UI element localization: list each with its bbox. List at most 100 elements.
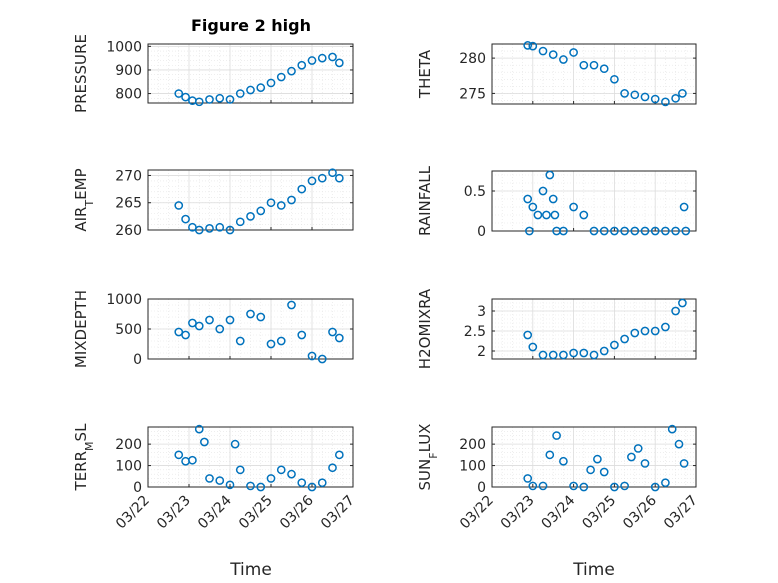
data-point xyxy=(225,225,235,235)
data-point xyxy=(538,481,548,491)
data-point xyxy=(633,444,643,453)
x-tick-label: 03/26 xyxy=(277,492,317,532)
data-point xyxy=(559,55,568,64)
data-point xyxy=(569,481,578,491)
data-point xyxy=(246,309,255,319)
x-tick-label: 03/25 xyxy=(236,493,276,533)
data-point xyxy=(630,226,640,236)
data-point xyxy=(559,226,568,236)
x-tick-label: 03/25 xyxy=(579,493,619,533)
subplot-6: 2 2.5 3 H2OMIXRA xyxy=(416,288,697,369)
data-point xyxy=(528,481,538,491)
data-point xyxy=(569,348,578,358)
data-point xyxy=(523,474,533,483)
data-point xyxy=(579,210,589,220)
data-point xyxy=(174,327,184,337)
y-axis-label: TERRMSL xyxy=(72,423,96,492)
data-point xyxy=(205,95,214,104)
data-point xyxy=(661,478,670,488)
data-point xyxy=(246,481,255,491)
data-point xyxy=(235,89,245,98)
y-tick-label: 500 xyxy=(115,322,142,338)
data-point xyxy=(599,64,609,74)
x-tick-label: 03/23 xyxy=(498,493,538,533)
data-point xyxy=(523,194,533,204)
x-tick-label: 03/23 xyxy=(154,493,194,533)
x-tick-label: 03/22 xyxy=(457,493,497,533)
data-point xyxy=(246,212,255,221)
data-point xyxy=(589,60,599,70)
data-point xyxy=(297,184,307,194)
y-tick-label: 1000 xyxy=(106,39,142,55)
data-point xyxy=(681,226,691,236)
data-point xyxy=(181,92,190,102)
data-point xyxy=(215,222,225,232)
data-point xyxy=(538,186,548,196)
data-point xyxy=(640,92,650,102)
data-point xyxy=(317,173,327,183)
data-point xyxy=(599,346,609,356)
data-point xyxy=(287,66,296,76)
data-point xyxy=(533,210,543,220)
data-point xyxy=(215,93,225,103)
y-tick-label: 100 xyxy=(115,459,142,475)
data-point xyxy=(640,459,650,468)
data-point xyxy=(620,334,629,344)
y-tick-label: 2 xyxy=(477,344,486,360)
data-point xyxy=(307,351,317,361)
data-point xyxy=(593,454,602,464)
y-tick-label: 265 xyxy=(115,196,142,212)
data-point xyxy=(328,327,337,337)
y-axis-label: PRESSURE xyxy=(72,34,90,113)
data-point xyxy=(225,315,235,325)
data-point xyxy=(523,330,533,340)
data-point xyxy=(276,465,286,475)
data-point xyxy=(266,339,276,349)
data-point xyxy=(297,478,307,488)
data-point xyxy=(523,41,533,50)
data-point xyxy=(235,336,245,346)
y-tick-label: 800 xyxy=(115,87,142,103)
data-point xyxy=(181,456,190,466)
y-tick-label: 200 xyxy=(459,437,486,453)
data-point xyxy=(640,226,650,236)
data-point xyxy=(266,198,276,208)
y-axis-label: RAINFALL xyxy=(416,165,434,236)
y-axis-label: H2OMIXRA xyxy=(416,288,434,369)
data-point xyxy=(181,330,190,340)
axes-box xyxy=(491,426,697,488)
data-point xyxy=(552,431,561,440)
x-tick-label: 03/22 xyxy=(113,493,153,533)
data-point xyxy=(579,60,589,70)
data-point xyxy=(678,298,687,308)
data-point xyxy=(589,226,599,236)
data-point xyxy=(334,333,344,343)
data-point xyxy=(671,226,680,236)
x-tick-label: 03/27 xyxy=(318,493,358,533)
data-point xyxy=(225,95,235,104)
data-point xyxy=(235,465,245,475)
data-point xyxy=(542,210,551,220)
data-point xyxy=(528,41,538,51)
data-point xyxy=(640,326,650,336)
data-point xyxy=(215,476,225,485)
data-point xyxy=(235,217,245,227)
data-point xyxy=(287,300,296,310)
data-point xyxy=(256,206,266,216)
data-point xyxy=(548,350,558,360)
data-point xyxy=(181,214,190,224)
data-point xyxy=(307,176,317,186)
data-point xyxy=(538,350,548,360)
y-tick-label: 3 xyxy=(477,304,486,320)
data-point xyxy=(569,202,578,212)
data-point xyxy=(276,336,286,346)
data-point xyxy=(256,482,266,492)
data-point xyxy=(589,350,599,360)
data-point xyxy=(674,439,684,449)
y-tick-label: 280 xyxy=(459,51,486,67)
data-point xyxy=(650,326,660,336)
y-tick-label: 0 xyxy=(477,480,486,496)
y-tick-label: 0.5 xyxy=(464,184,486,200)
figure-title: Figure 2 high xyxy=(191,16,311,35)
data-point xyxy=(328,52,337,62)
